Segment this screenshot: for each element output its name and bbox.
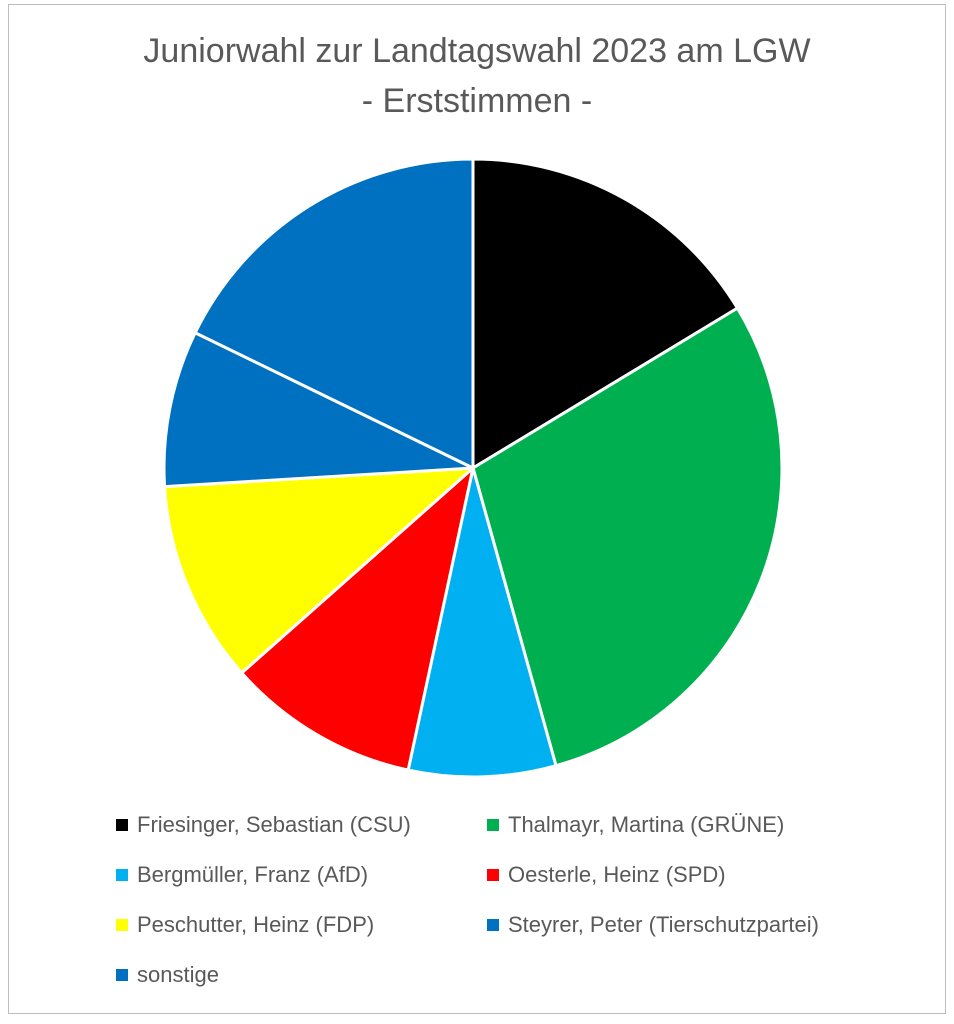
legend-swatch — [487, 919, 499, 931]
legend-label: sonstige — [137, 962, 219, 987]
pie-slice-2 — [471, 306, 784, 768]
legend-swatch — [487, 819, 499, 831]
legend-item: Bergmüller, Franz (AfD) — [116, 862, 368, 888]
legend-label: Peschutter, Heinz (FDP) — [137, 912, 375, 937]
pie-slice-4 — [240, 466, 475, 772]
pie-slices — [162, 157, 784, 779]
legend-label: Friesinger, Sebastian (CSU) — [137, 812, 411, 837]
pie-slice-3 — [406, 466, 558, 779]
legend-label: Oesterle, Heinz (SPD) — [508, 862, 726, 887]
legend-item: Steyrer, Peter (Tierschutzpartei) — [487, 912, 819, 938]
legend-swatch — [116, 969, 128, 981]
legend-item: sonstige — [116, 962, 219, 988]
legend-label: Bergmüller, Franz (AfD) — [137, 862, 369, 887]
legend-swatch — [487, 869, 499, 881]
legend-item: Thalmayr, Martina (GRÜNE) — [487, 812, 784, 838]
legend-item: Peschutter, Heinz (FDP) — [116, 912, 374, 938]
legend-label: Steyrer, Peter (Tierschutzpartei) — [508, 912, 819, 937]
pie-slice-7 — [193, 157, 475, 470]
chart-title-block: Juniorwahl zur Landtagswahl 2023 am LGW … — [0, 26, 954, 126]
chart-subtitle: - Erststimmen - — [361, 82, 593, 120]
legend-swatch — [116, 919, 128, 931]
legend-swatch — [116, 869, 128, 881]
pie-slice-5 — [163, 466, 475, 675]
chart-title: Juniorwahl zur Landtagswahl 2023 am LGW — [143, 32, 811, 70]
legend-label: Thalmayr, Martina (GRÜNE) — [508, 812, 785, 837]
legend-item: Friesinger, Sebastian (CSU) — [116, 812, 411, 838]
legend-swatch — [116, 819, 128, 831]
pie-slice-1 — [471, 157, 739, 470]
legend-item: Oesterle, Heinz (SPD) — [487, 862, 726, 888]
pie-slice-6 — [162, 331, 475, 489]
